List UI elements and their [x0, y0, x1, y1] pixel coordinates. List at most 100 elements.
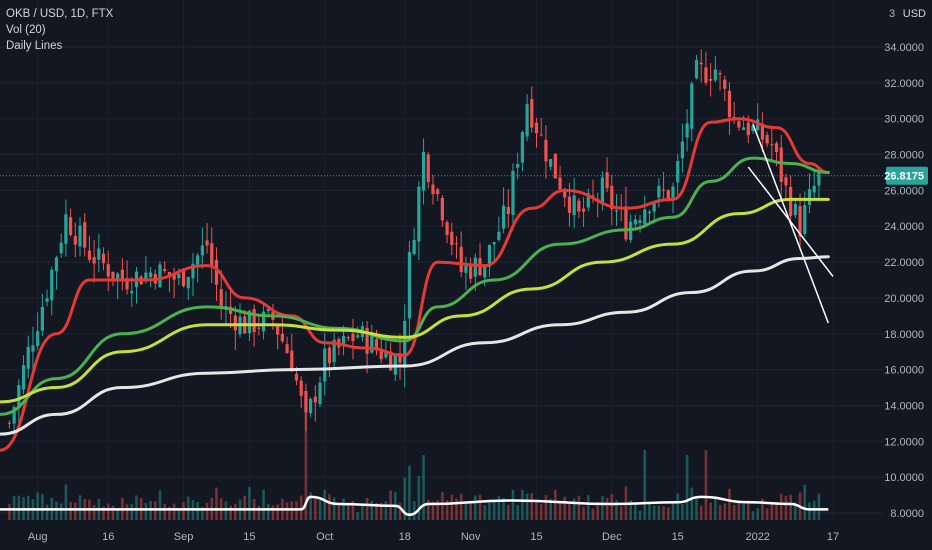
time-tick-label: Oct — [316, 531, 333, 543]
volume-bar — [554, 489, 557, 520]
volume-bar — [455, 498, 458, 520]
candle — [445, 222, 449, 236]
candle — [299, 380, 303, 396]
candle — [351, 333, 355, 342]
candle — [553, 153, 557, 179]
volume-bar — [158, 490, 162, 520]
volume-bar — [8, 504, 11, 520]
trendline — [752, 123, 829, 324]
candle — [760, 123, 765, 140]
volume-bar — [135, 495, 138, 520]
volume-bar — [530, 493, 534, 520]
candle — [318, 382, 322, 405]
daily-lines-label[interactable]: Daily Lines — [6, 40, 63, 52]
candle — [158, 264, 162, 288]
candle — [709, 79, 713, 81]
volume-bar — [718, 504, 722, 520]
candle — [793, 203, 797, 216]
candle — [73, 235, 77, 245]
volume-bar — [55, 501, 58, 520]
volume-bar — [351, 500, 355, 520]
candle — [130, 291, 134, 294]
volume-bars — [8, 400, 821, 520]
candle — [530, 99, 534, 128]
candle — [549, 159, 553, 167]
volume-bar — [610, 493, 614, 520]
volume-bar — [638, 510, 642, 520]
candle — [605, 172, 609, 189]
volume-bar — [502, 497, 505, 520]
volume-bar — [130, 503, 134, 520]
volume-bar — [375, 502, 378, 520]
volume-bar — [69, 502, 72, 520]
candle — [54, 257, 59, 272]
volume-bar — [478, 494, 482, 520]
candle — [17, 384, 21, 409]
candle — [558, 177, 562, 190]
time-tick-label: 2022 — [745, 531, 769, 543]
time-tick-label: Aug — [28, 531, 48, 543]
time-tick-label: 15 — [530, 531, 542, 543]
volume-bar — [756, 508, 760, 520]
candle — [426, 154, 430, 182]
volume-bar — [125, 504, 129, 520]
candle — [12, 407, 16, 424]
volume-bar — [488, 500, 491, 520]
candle — [727, 90, 732, 118]
volume-indicator-label[interactable]: Vol (20) — [6, 24, 46, 36]
volume-bar — [201, 507, 204, 520]
volume-bar — [59, 503, 63, 520]
candle — [106, 264, 110, 277]
price-tick-label: 14.0000 — [884, 400, 924, 412]
volume-bar — [365, 497, 369, 520]
candle — [172, 274, 176, 280]
volume-bar — [163, 503, 167, 520]
candle — [87, 250, 92, 260]
candle — [177, 273, 181, 279]
candle — [685, 123, 689, 138]
volume-bar — [17, 495, 21, 520]
volume-bar — [422, 455, 425, 520]
currency-label[interactable]: USD — [902, 8, 926, 20]
candle — [657, 186, 661, 198]
volume-bar — [332, 497, 336, 520]
volume-bar — [761, 498, 764, 520]
candle — [501, 205, 506, 229]
volume-bar — [525, 493, 529, 520]
ema-line — [0, 197, 830, 404]
volume-bar — [516, 504, 519, 520]
volume-bar — [751, 511, 755, 520]
volume-bar — [582, 506, 585, 520]
volume-bar — [234, 503, 237, 520]
volume-bar — [64, 484, 68, 520]
volume-bar — [619, 506, 623, 520]
candle — [196, 255, 200, 265]
volume-bar — [704, 450, 708, 520]
candle — [294, 373, 299, 381]
volume-bar — [714, 495, 717, 520]
candle — [440, 197, 444, 221]
candle — [492, 242, 496, 245]
symbol-label[interactable]: OKB / USD, 1D, FTX — [6, 8, 114, 20]
candle — [567, 196, 572, 213]
volume-bar — [765, 508, 769, 520]
volume-bar — [690, 487, 694, 520]
volume-bar — [295, 501, 298, 520]
candle — [511, 170, 515, 215]
volume-bar — [784, 495, 788, 520]
volume-bar — [558, 500, 562, 520]
candle — [652, 202, 656, 212]
volume-bar — [215, 487, 218, 520]
ema-line — [0, 156, 830, 416]
candle — [647, 211, 652, 213]
volume-bar — [615, 500, 618, 520]
volume-bar — [299, 495, 303, 520]
candle — [534, 122, 539, 134]
volume-bar — [417, 475, 421, 520]
volume-bar — [102, 506, 105, 520]
candle — [26, 346, 30, 369]
candle — [111, 271, 115, 280]
volume-bar — [337, 505, 341, 520]
candle — [694, 60, 699, 79]
